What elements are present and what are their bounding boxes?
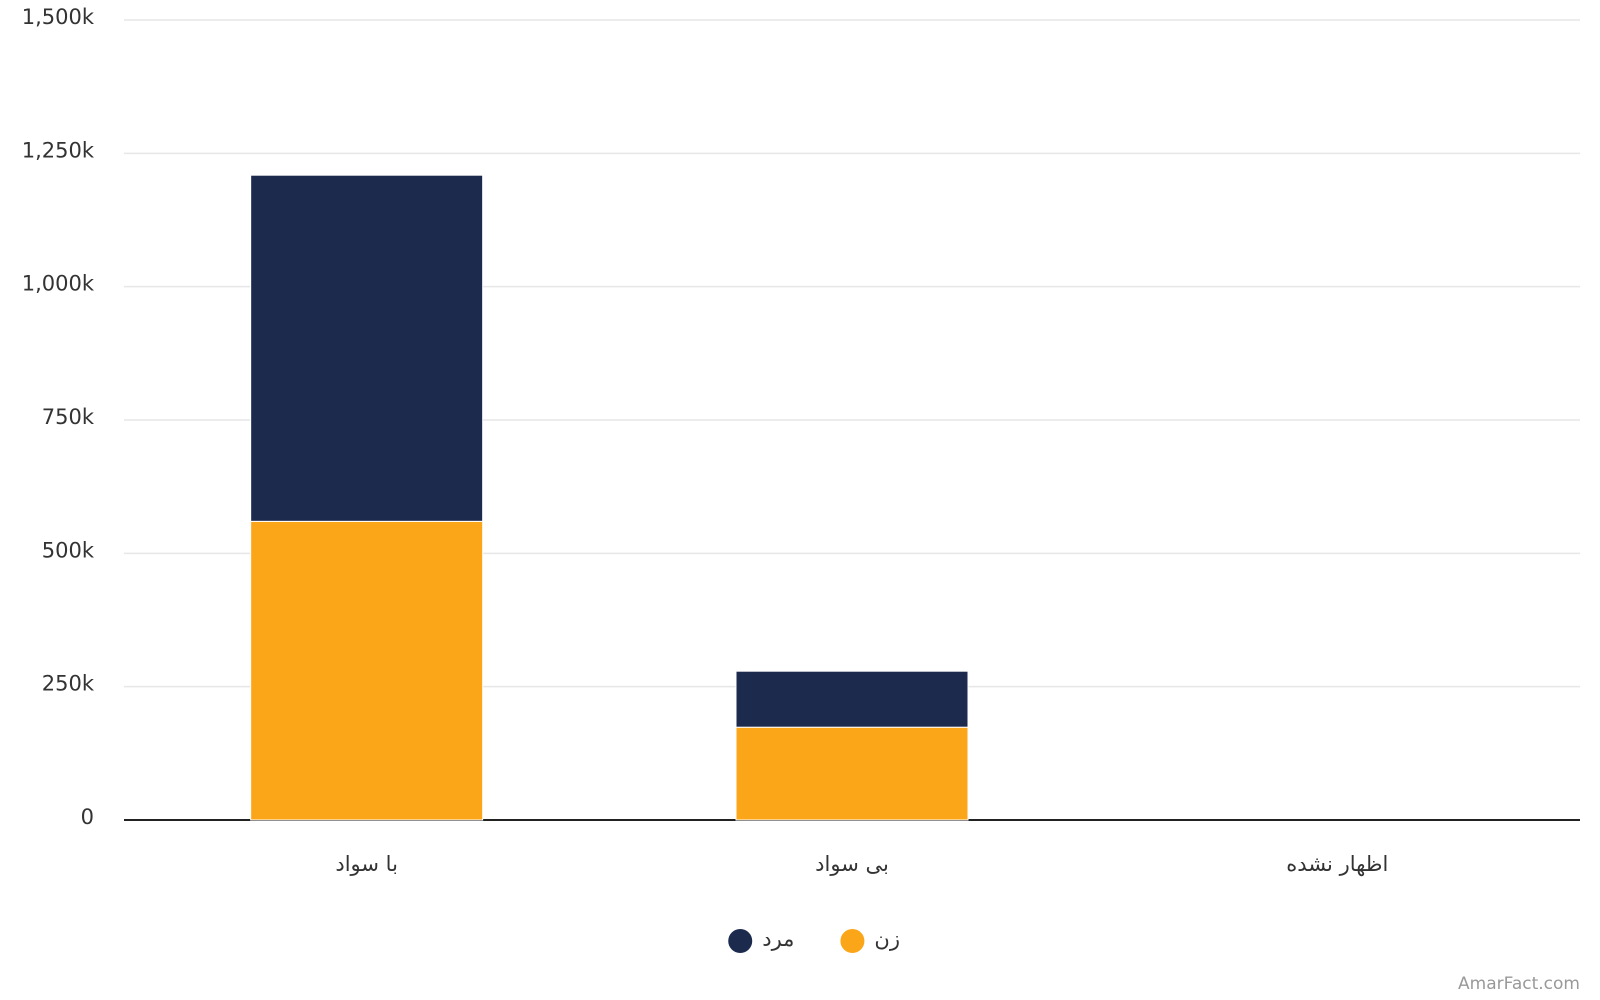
bar-segment [735, 670, 969, 728]
y-tick-label: 250k [42, 672, 95, 696]
y-tick-label: 1,250k [22, 138, 95, 162]
x-tick-label: بی سواد [815, 852, 889, 876]
legend-swatch [728, 929, 753, 953]
legend-label: زن [874, 927, 900, 951]
y-tick-label: 500k [42, 538, 95, 562]
watermark: AmarFact.com [1458, 974, 1580, 994]
y-tick-label: 1,500k [22, 5, 95, 29]
bar-segment [735, 726, 969, 821]
y-tick-label: 1,000k [22, 272, 95, 296]
x-tick-label: با سواد [335, 852, 398, 876]
bar-segment [250, 520, 484, 821]
x-tick-label: اظهار نشده [1286, 852, 1388, 876]
bar-segment [250, 174, 484, 522]
legend-swatch [840, 929, 865, 953]
legend-label: مرد [762, 927, 794, 951]
y-tick-label: 0 [81, 805, 94, 829]
y-tick-label: 750k [42, 405, 95, 429]
